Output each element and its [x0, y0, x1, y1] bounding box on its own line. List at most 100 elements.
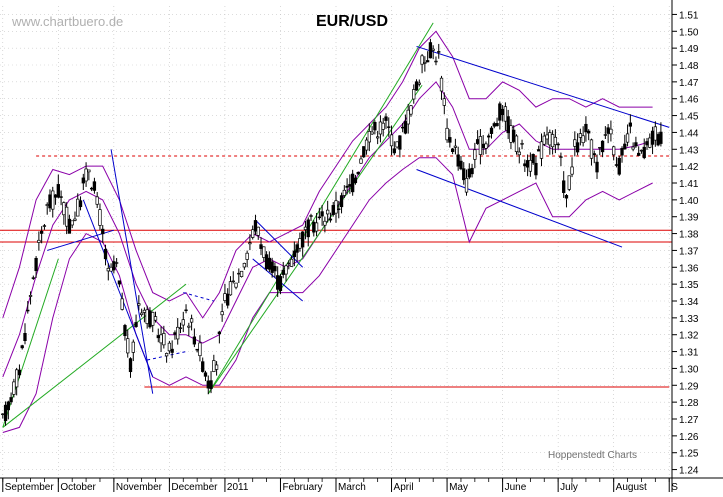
price-bar-body [464, 178, 469, 193]
price-bar-body [514, 135, 519, 152]
price-bar-body [95, 196, 99, 205]
price-bar-body [178, 327, 183, 329]
price-bar-body [398, 135, 402, 150]
price-bar-body [414, 81, 419, 91]
price-bar-body [356, 172, 360, 175]
price-bar-body [51, 190, 55, 210]
price-bar-body [289, 258, 294, 267]
price-bar-body [317, 216, 321, 219]
y-tick-label: 1.44 [679, 128, 699, 139]
price-bar-body [570, 166, 574, 175]
price-bar-body [448, 137, 452, 143]
price-bar-body [387, 126, 391, 128]
price-bar-body [389, 134, 394, 147]
x-tick-label: February [282, 482, 322, 492]
price-bar-body [567, 175, 571, 190]
x-tick-label: December [171, 482, 218, 492]
price-bar-body [70, 220, 74, 226]
price-bar-body [628, 122, 632, 127]
price-bar-body [587, 130, 591, 134]
price-bar-body [126, 338, 130, 354]
price-bar-body [492, 123, 496, 127]
trend-line [207, 22, 434, 394]
price-bar-body [370, 131, 374, 135]
price-bar-body [42, 225, 47, 227]
price-bar-body [131, 341, 135, 353]
price-bar-body [403, 121, 408, 134]
price-bar-body [87, 169, 91, 173]
price-bar-body [117, 280, 122, 285]
price-bar-body [134, 322, 138, 327]
price-bar-body [487, 135, 491, 138]
price-bar-body [34, 257, 38, 272]
price-bar-body [262, 246, 266, 258]
price-bar-body [659, 131, 663, 144]
price-bar-body [6, 401, 10, 411]
price-bar-body [542, 135, 546, 145]
price-bar-body [284, 265, 288, 275]
price-bar-body [609, 128, 613, 135]
price-bar-body [623, 143, 627, 150]
price-bar-body [23, 333, 27, 341]
x-tick-label: S [671, 482, 678, 492]
price-bar-body [231, 280, 235, 283]
price-bar-body [534, 162, 538, 176]
price-bar-body [545, 134, 549, 140]
price-bar-body [234, 282, 238, 288]
price-bar-body [351, 173, 355, 193]
price-bar-body [481, 143, 485, 149]
price-bar-body [120, 298, 124, 310]
price-bar-body [603, 134, 608, 136]
price-bar-body [195, 348, 199, 351]
y-tick-label: 1.29 [679, 381, 699, 392]
price-bar-body [15, 369, 19, 388]
price-bar-body [523, 163, 527, 167]
price-bar-body [353, 177, 358, 184]
price-bar-body [606, 127, 610, 134]
y-tick-label: 1.48 [679, 61, 699, 72]
price-bar-body [251, 229, 255, 238]
price-bar-body [459, 160, 463, 170]
price-bar-body [575, 142, 580, 153]
price-bar-body [328, 218, 333, 221]
price-bar-body [420, 55, 424, 65]
price-bar-body [348, 184, 352, 187]
price-bar-body [176, 326, 180, 340]
price-bar-body [31, 277, 35, 279]
y-tick-label: 1.51 [679, 10, 699, 21]
price-bar-body [281, 269, 285, 275]
price-bar-body [209, 380, 213, 390]
price-bar-body [648, 137, 652, 148]
price-bar-body [192, 336, 197, 345]
price-bar-body [137, 303, 141, 306]
price-bar-body [595, 161, 599, 173]
price-bar-body [478, 136, 483, 155]
y-tick-label: 1.49 [679, 44, 699, 55]
price-bar-body [276, 275, 280, 290]
price-bar-body [214, 364, 219, 370]
y-tick-label: 1.31 [679, 348, 699, 359]
price-bar-body [17, 369, 22, 376]
price-bar-body [437, 51, 441, 53]
price-bar-body [600, 140, 605, 153]
x-tick-label: June [505, 482, 527, 492]
price-bar-body [470, 167, 474, 175]
price-bar-body [184, 309, 188, 312]
price-bar-body [103, 248, 108, 260]
y-tick-label: 1.27 [679, 415, 699, 426]
price-bar-body [506, 116, 510, 134]
x-tick-label: September [5, 482, 55, 492]
price-bar-body [423, 61, 427, 64]
price-bar-body [162, 333, 166, 346]
price-bar-body [153, 316, 158, 321]
price-bar-body [12, 381, 16, 395]
price-bar-body [1, 413, 5, 416]
price-bar-body [326, 209, 330, 215]
price-bar-body [589, 139, 594, 159]
price-bar-body [37, 239, 41, 243]
price-bar-body [400, 126, 405, 129]
x-tick-label: November [116, 482, 163, 492]
trend-line [82, 199, 154, 378]
